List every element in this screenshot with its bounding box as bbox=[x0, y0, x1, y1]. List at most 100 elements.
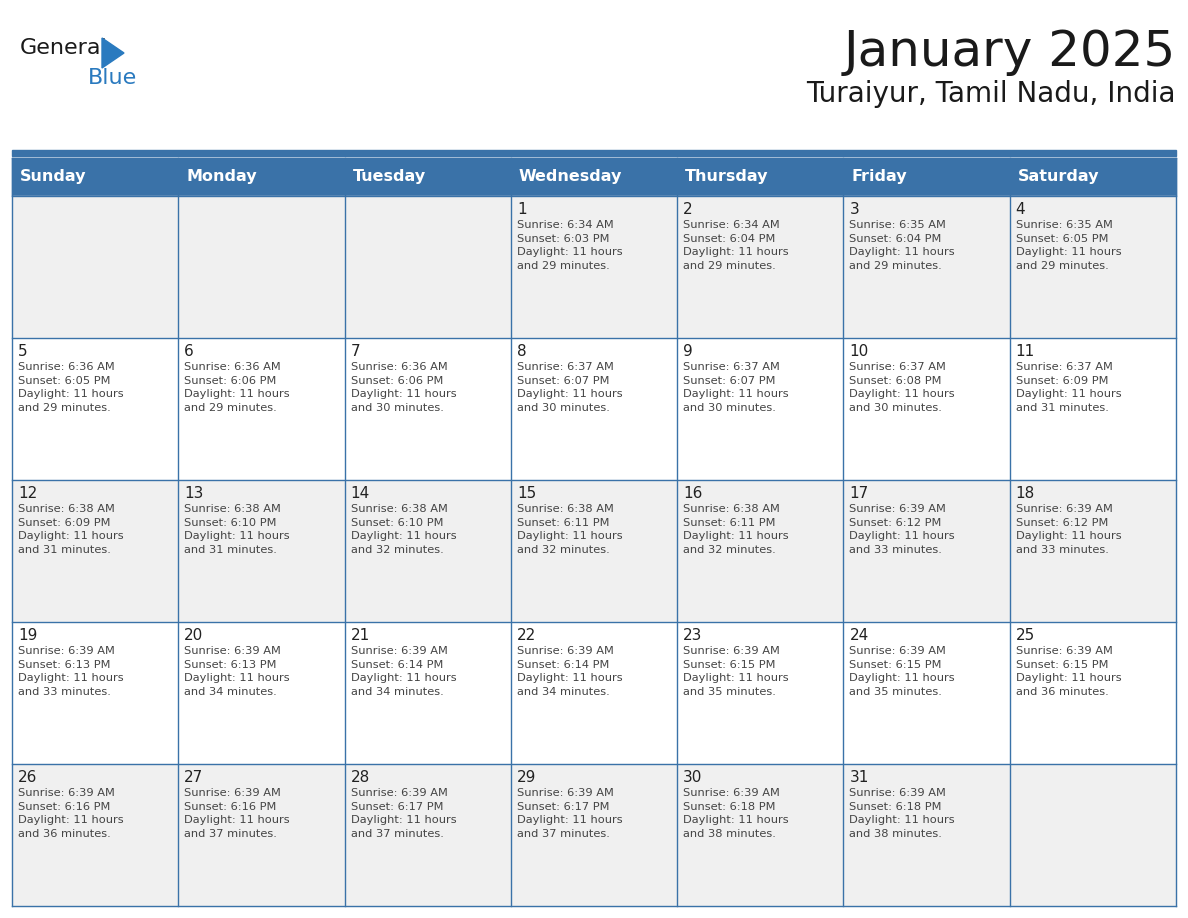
Text: 21: 21 bbox=[350, 628, 369, 643]
Text: General: General bbox=[20, 38, 108, 58]
Text: Sunrise: 6:38 AM
Sunset: 6:11 PM
Daylight: 11 hours
and 32 minutes.: Sunrise: 6:38 AM Sunset: 6:11 PM Dayligh… bbox=[517, 504, 623, 554]
Bar bbox=[12, 622, 178, 764]
Text: Turaiyur, Tamil Nadu, India: Turaiyur, Tamil Nadu, India bbox=[807, 80, 1176, 108]
Text: Sunrise: 6:36 AM
Sunset: 6:06 PM
Daylight: 11 hours
and 29 minutes.: Sunrise: 6:36 AM Sunset: 6:06 PM Dayligh… bbox=[184, 362, 290, 413]
Bar bbox=[677, 158, 843, 196]
Text: Sunrise: 6:39 AM
Sunset: 6:18 PM
Daylight: 11 hours
and 38 minutes.: Sunrise: 6:39 AM Sunset: 6:18 PM Dayligh… bbox=[849, 788, 955, 839]
Text: Sunrise: 6:39 AM
Sunset: 6:17 PM
Daylight: 11 hours
and 37 minutes.: Sunrise: 6:39 AM Sunset: 6:17 PM Dayligh… bbox=[350, 788, 456, 839]
Text: Sunrise: 6:34 AM
Sunset: 6:03 PM
Daylight: 11 hours
and 29 minutes.: Sunrise: 6:34 AM Sunset: 6:03 PM Dayligh… bbox=[517, 220, 623, 271]
Text: Saturday: Saturday bbox=[1018, 170, 1099, 185]
Text: Sunrise: 6:36 AM
Sunset: 6:05 PM
Daylight: 11 hours
and 29 minutes.: Sunrise: 6:36 AM Sunset: 6:05 PM Dayligh… bbox=[18, 362, 124, 413]
Text: Sunrise: 6:38 AM
Sunset: 6:11 PM
Daylight: 11 hours
and 32 minutes.: Sunrise: 6:38 AM Sunset: 6:11 PM Dayligh… bbox=[683, 504, 789, 554]
Bar bbox=[12, 150, 1176, 156]
Text: 2: 2 bbox=[683, 202, 693, 217]
Text: Sunrise: 6:39 AM
Sunset: 6:18 PM
Daylight: 11 hours
and 38 minutes.: Sunrise: 6:39 AM Sunset: 6:18 PM Dayligh… bbox=[683, 788, 789, 839]
Bar bbox=[345, 158, 511, 196]
Text: Sunrise: 6:37 AM
Sunset: 6:07 PM
Daylight: 11 hours
and 30 minutes.: Sunrise: 6:37 AM Sunset: 6:07 PM Dayligh… bbox=[683, 362, 789, 413]
Text: 18: 18 bbox=[1016, 486, 1035, 501]
Text: Tuesday: Tuesday bbox=[353, 170, 425, 185]
Bar bbox=[843, 622, 1010, 764]
Text: Sunrise: 6:38 AM
Sunset: 6:09 PM
Daylight: 11 hours
and 31 minutes.: Sunrise: 6:38 AM Sunset: 6:09 PM Dayligh… bbox=[18, 504, 124, 554]
Bar bbox=[345, 196, 511, 338]
Bar bbox=[677, 480, 843, 622]
Text: Sunrise: 6:39 AM
Sunset: 6:17 PM
Daylight: 11 hours
and 37 minutes.: Sunrise: 6:39 AM Sunset: 6:17 PM Dayligh… bbox=[517, 788, 623, 839]
Text: 1: 1 bbox=[517, 202, 526, 217]
Text: 5: 5 bbox=[18, 344, 27, 359]
Bar bbox=[511, 480, 677, 622]
Bar bbox=[843, 158, 1010, 196]
Text: Sunrise: 6:35 AM
Sunset: 6:05 PM
Daylight: 11 hours
and 29 minutes.: Sunrise: 6:35 AM Sunset: 6:05 PM Dayligh… bbox=[1016, 220, 1121, 271]
Polygon shape bbox=[102, 38, 124, 68]
Text: Blue: Blue bbox=[88, 68, 138, 88]
Text: 13: 13 bbox=[184, 486, 203, 501]
Text: 15: 15 bbox=[517, 486, 536, 501]
Text: 11: 11 bbox=[1016, 344, 1035, 359]
Bar bbox=[677, 622, 843, 764]
Bar bbox=[178, 480, 345, 622]
Text: Sunrise: 6:39 AM
Sunset: 6:14 PM
Daylight: 11 hours
and 34 minutes.: Sunrise: 6:39 AM Sunset: 6:14 PM Dayligh… bbox=[517, 646, 623, 697]
Bar bbox=[511, 158, 677, 196]
Bar bbox=[178, 764, 345, 906]
Bar bbox=[345, 338, 511, 480]
Bar bbox=[178, 196, 345, 338]
Text: Sunrise: 6:35 AM
Sunset: 6:04 PM
Daylight: 11 hours
and 29 minutes.: Sunrise: 6:35 AM Sunset: 6:04 PM Dayligh… bbox=[849, 220, 955, 271]
Text: 22: 22 bbox=[517, 628, 536, 643]
Bar bbox=[511, 338, 677, 480]
Text: Sunrise: 6:39 AM
Sunset: 6:16 PM
Daylight: 11 hours
and 37 minutes.: Sunrise: 6:39 AM Sunset: 6:16 PM Dayligh… bbox=[184, 788, 290, 839]
Text: 16: 16 bbox=[683, 486, 702, 501]
Text: Sunrise: 6:37 AM
Sunset: 6:07 PM
Daylight: 11 hours
and 30 minutes.: Sunrise: 6:37 AM Sunset: 6:07 PM Dayligh… bbox=[517, 362, 623, 413]
Bar bbox=[843, 196, 1010, 338]
Bar bbox=[12, 196, 178, 338]
Text: 8: 8 bbox=[517, 344, 526, 359]
Text: Sunrise: 6:37 AM
Sunset: 6:09 PM
Daylight: 11 hours
and 31 minutes.: Sunrise: 6:37 AM Sunset: 6:09 PM Dayligh… bbox=[1016, 362, 1121, 413]
Text: Sunrise: 6:39 AM
Sunset: 6:15 PM
Daylight: 11 hours
and 35 minutes.: Sunrise: 6:39 AM Sunset: 6:15 PM Dayligh… bbox=[683, 646, 789, 697]
Bar bbox=[178, 622, 345, 764]
Text: 9: 9 bbox=[683, 344, 693, 359]
Text: 17: 17 bbox=[849, 486, 868, 501]
Text: Wednesday: Wednesday bbox=[519, 170, 623, 185]
Text: 20: 20 bbox=[184, 628, 203, 643]
Text: 27: 27 bbox=[184, 770, 203, 785]
Bar bbox=[511, 622, 677, 764]
Bar bbox=[12, 158, 178, 196]
Text: 25: 25 bbox=[1016, 628, 1035, 643]
Bar bbox=[511, 196, 677, 338]
Bar bbox=[843, 338, 1010, 480]
Bar bbox=[178, 338, 345, 480]
Text: Sunday: Sunday bbox=[20, 170, 87, 185]
Text: Sunrise: 6:38 AM
Sunset: 6:10 PM
Daylight: 11 hours
and 32 minutes.: Sunrise: 6:38 AM Sunset: 6:10 PM Dayligh… bbox=[350, 504, 456, 554]
Bar bbox=[12, 338, 178, 480]
Bar bbox=[178, 158, 345, 196]
Bar bbox=[345, 764, 511, 906]
Text: 28: 28 bbox=[350, 770, 369, 785]
Text: 23: 23 bbox=[683, 628, 702, 643]
Text: 6: 6 bbox=[184, 344, 194, 359]
Text: Sunrise: 6:39 AM
Sunset: 6:13 PM
Daylight: 11 hours
and 34 minutes.: Sunrise: 6:39 AM Sunset: 6:13 PM Dayligh… bbox=[184, 646, 290, 697]
Text: Thursday: Thursday bbox=[685, 170, 769, 185]
Text: 31: 31 bbox=[849, 770, 868, 785]
Text: Sunrise: 6:37 AM
Sunset: 6:08 PM
Daylight: 11 hours
and 30 minutes.: Sunrise: 6:37 AM Sunset: 6:08 PM Dayligh… bbox=[849, 362, 955, 413]
Text: Sunrise: 6:39 AM
Sunset: 6:14 PM
Daylight: 11 hours
and 34 minutes.: Sunrise: 6:39 AM Sunset: 6:14 PM Dayligh… bbox=[350, 646, 456, 697]
Text: 12: 12 bbox=[18, 486, 37, 501]
Text: Sunrise: 6:39 AM
Sunset: 6:12 PM
Daylight: 11 hours
and 33 minutes.: Sunrise: 6:39 AM Sunset: 6:12 PM Dayligh… bbox=[1016, 504, 1121, 554]
Bar bbox=[1010, 196, 1176, 338]
Text: 7: 7 bbox=[350, 344, 360, 359]
Text: January 2025: January 2025 bbox=[843, 28, 1176, 76]
Bar bbox=[12, 764, 178, 906]
Bar bbox=[1010, 622, 1176, 764]
Text: 29: 29 bbox=[517, 770, 536, 785]
Bar bbox=[345, 622, 511, 764]
Bar bbox=[1010, 480, 1176, 622]
Text: 14: 14 bbox=[350, 486, 369, 501]
Text: Sunrise: 6:38 AM
Sunset: 6:10 PM
Daylight: 11 hours
and 31 minutes.: Sunrise: 6:38 AM Sunset: 6:10 PM Dayligh… bbox=[184, 504, 290, 554]
Text: Sunrise: 6:39 AM
Sunset: 6:13 PM
Daylight: 11 hours
and 33 minutes.: Sunrise: 6:39 AM Sunset: 6:13 PM Dayligh… bbox=[18, 646, 124, 697]
Bar bbox=[677, 764, 843, 906]
Text: 24: 24 bbox=[849, 628, 868, 643]
Text: 4: 4 bbox=[1016, 202, 1025, 217]
Text: 30: 30 bbox=[683, 770, 702, 785]
Bar bbox=[1010, 764, 1176, 906]
Bar bbox=[511, 764, 677, 906]
Bar bbox=[677, 196, 843, 338]
Text: 10: 10 bbox=[849, 344, 868, 359]
Text: Sunrise: 6:39 AM
Sunset: 6:16 PM
Daylight: 11 hours
and 36 minutes.: Sunrise: 6:39 AM Sunset: 6:16 PM Dayligh… bbox=[18, 788, 124, 839]
